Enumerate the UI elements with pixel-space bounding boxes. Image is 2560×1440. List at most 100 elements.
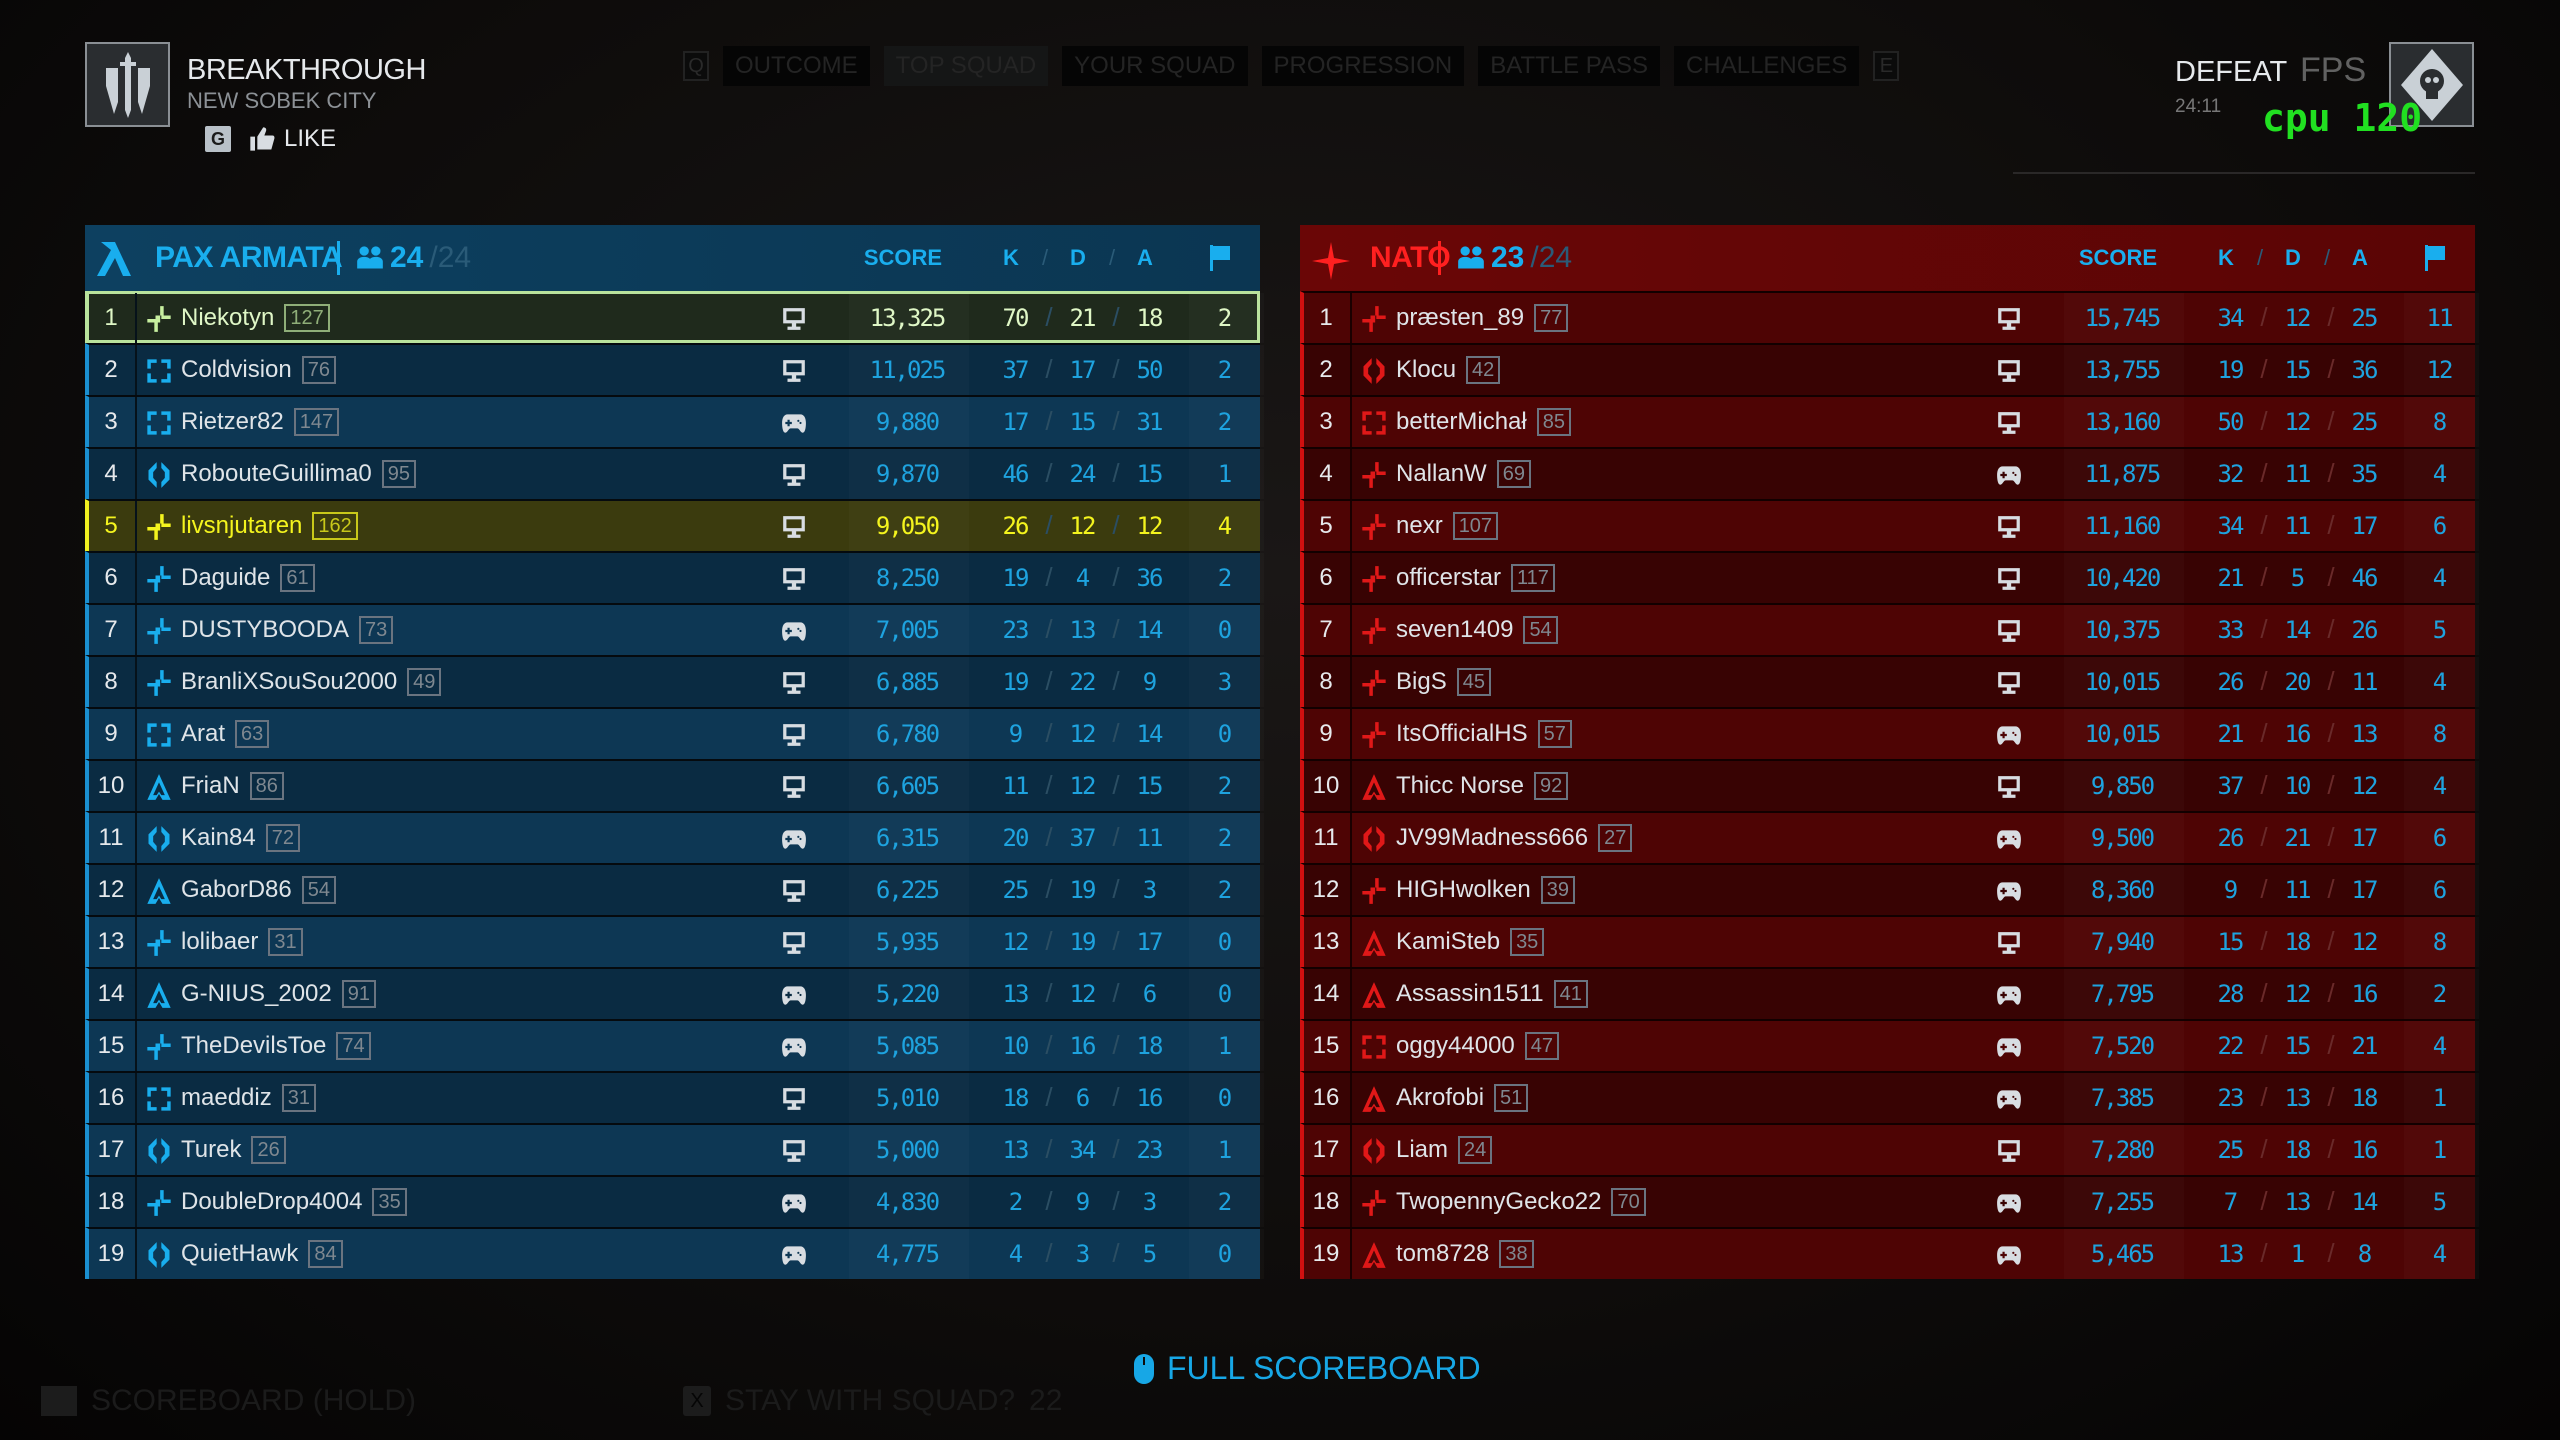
next-tab-key[interactable]: E bbox=[1873, 51, 1900, 81]
player-name-cell[interactable]: Daguide 61 bbox=[181, 564, 315, 592]
player-row[interactable]: 4 RobouteGuillima0 95 9,870 46 / 24 / 15 1 bbox=[85, 447, 1260, 499]
deaths-column-header[interactable]: D bbox=[2285, 245, 2301, 270]
like-button[interactable]: LIKE bbox=[248, 125, 336, 153]
player-row[interactable]: 2 Klocu 42 13,755 19 / 15 / 36 12 bbox=[1300, 343, 2475, 395]
player-row[interactable]: 11 Kain84 72 6,315 20 / 37 / 11 2 bbox=[85, 811, 1260, 863]
player-row[interactable]: 16 maeddiz 31 5,010 18 / 6 / 16 0 bbox=[85, 1071, 1260, 1123]
kills-column-header[interactable]: K bbox=[2218, 245, 2234, 270]
player-name-cell[interactable]: betterMichał 85 bbox=[1396, 408, 1571, 436]
player-name-cell[interactable]: ItsOfficialHS 57 bbox=[1396, 720, 1572, 748]
player-name-cell[interactable]: G-NIUS_2002 91 bbox=[181, 980, 376, 1008]
player-row[interactable]: 12 GaborD86 54 6,225 25 / 19 / 3 2 bbox=[85, 863, 1260, 915]
player-name-cell[interactable]: Arat 63 bbox=[181, 720, 270, 748]
player-name-cell[interactable]: GaborD86 54 bbox=[181, 876, 336, 904]
player-row[interactable]: 7 DUSTYBOODA 73 7,005 23 / 13 / 14 0 bbox=[85, 603, 1260, 655]
player-row[interactable]: 5 livsnjutaren 162 9,050 26 / 12 / 12 4 bbox=[85, 499, 1260, 551]
player-row[interactable]: 13 KamiSteb 35 7,940 15 / 18 / 12 8 bbox=[1300, 915, 2475, 967]
player-name-cell[interactable]: lolibaer 31 bbox=[181, 928, 303, 956]
player-name-cell[interactable]: BranliXSouSou2000 49 bbox=[181, 668, 442, 696]
tab-progression[interactable]: PROGRESSION bbox=[1261, 46, 1465, 86]
deaths-column-header[interactable]: D bbox=[1070, 245, 1086, 270]
player-row[interactable]: 2 Coldvision 76 11,025 37 / 17 / 50 2 bbox=[85, 343, 1260, 395]
player-row[interactable]: 14 Assassin1511 41 7,795 28 / 12 / 16 2 bbox=[1300, 967, 2475, 1019]
player-row[interactable]: 12 HIGHwolken 39 8,360 9 / 11 / 17 6 bbox=[1300, 863, 2475, 915]
player-row[interactable]: 9 Arat 63 6,780 9 / 12 / 14 0 bbox=[85, 707, 1260, 759]
assists-column-header[interactable]: A bbox=[1137, 245, 1153, 270]
player-row[interactable]: 3 Rietzer82 147 9,880 17 / 15 / 31 2 bbox=[85, 395, 1260, 447]
kills-column-header[interactable]: K bbox=[1003, 245, 1019, 270]
player-row[interactable]: 18 TwopennyGecko22 70 7,255 7 / 13 / 14 5 bbox=[1300, 1175, 2475, 1227]
stay-with-squad-prompt[interactable]: X STAY WITH SQUAD? 22 bbox=[683, 1384, 1062, 1418]
player-name-cell[interactable]: JV99Madness666 27 bbox=[1396, 824, 1633, 852]
player-row[interactable]: 13 lolibaer 31 5,935 12 / 19 / 17 0 bbox=[85, 915, 1260, 967]
player-name-cell[interactable]: Akrofobi 51 bbox=[1396, 1084, 1529, 1112]
tab-challenges[interactable]: CHALLENGES bbox=[1674, 46, 1860, 86]
assists-column-header[interactable]: A bbox=[2352, 245, 2368, 270]
player-name-cell[interactable]: livsnjutaren 162 bbox=[181, 512, 358, 540]
player-name-cell[interactable]: Kain84 72 bbox=[181, 824, 300, 852]
player-row[interactable]: 7 seven1409 54 10,375 33 / 14 / 26 5 bbox=[1300, 603, 2475, 655]
full-scoreboard-button[interactable]: FULL SCOREBOARD bbox=[1133, 1350, 1481, 1387]
player-name-cell[interactable]: FriaN 86 bbox=[181, 772, 284, 800]
player-score: 6,225 bbox=[875, 876, 940, 904]
player-name-cell[interactable]: Klocu 42 bbox=[1396, 356, 1501, 384]
player-row[interactable]: 17 Liam 24 7,280 25 / 18 / 16 1 bbox=[1300, 1123, 2475, 1175]
player-name-cell[interactable]: præsten_89 77 bbox=[1396, 304, 1569, 332]
player-name-cell[interactable]: Niekotyn 127 bbox=[181, 304, 330, 332]
player-row[interactable]: 15 TheDevilsToe 74 5,085 10 / 16 / 18 1 bbox=[85, 1019, 1260, 1071]
player-name-cell[interactable]: NallanW 69 bbox=[1396, 460, 1531, 488]
player-name-cell[interactable]: seven1409 54 bbox=[1396, 616, 1558, 644]
player-row[interactable]: 9 ItsOfficialHS 57 10,015 21 / 16 / 13 8 bbox=[1300, 707, 2475, 759]
tab-your-squad[interactable]: YOUR SQUAD bbox=[1062, 46, 1248, 86]
player-name-cell[interactable]: tom8728 38 bbox=[1396, 1240, 1534, 1268]
player-name-cell[interactable]: oggy44000 47 bbox=[1396, 1032, 1560, 1060]
player-row[interactable]: 10 Thicc Norse 92 9,850 37 / 10 / 12 4 bbox=[1300, 759, 2475, 811]
player-name-cell[interactable]: DUSTYBOODA 73 bbox=[181, 616, 394, 644]
player-row[interactable]: 11 JV99Madness666 27 9,500 26 / 21 / 17 6 bbox=[1300, 811, 2475, 863]
flag-icon[interactable] bbox=[2424, 245, 2446, 271]
player-row[interactable]: 10 FriaN 86 6,605 11 / 12 / 15 2 bbox=[85, 759, 1260, 811]
score-column-header[interactable]: SCORE bbox=[863, 245, 943, 270]
player-row[interactable]: 1 præsten_89 77 15,745 34 / 12 / 25 11 bbox=[1300, 291, 2475, 343]
player-name-cell[interactable]: TwopennyGecko22 70 bbox=[1396, 1188, 1646, 1216]
player-name-cell[interactable]: Rietzer82 147 bbox=[181, 408, 340, 436]
player-row[interactable]: 5 nexr 107 11,160 34 / 11 / 17 6 bbox=[1300, 499, 2475, 551]
player-name-cell[interactable]: maeddiz 31 bbox=[181, 1084, 316, 1112]
player-name-cell[interactable]: Turek 26 bbox=[181, 1136, 286, 1164]
tab-top-squad[interactable]: TOP SQUAD bbox=[883, 46, 1049, 86]
player-name-cell[interactable]: officerstar 117 bbox=[1396, 564, 1555, 592]
player-row[interactable]: 8 BigS 45 10,015 26 / 20 / 11 4 bbox=[1300, 655, 2475, 707]
player-row[interactable]: 8 BranliXSouSou2000 49 6,885 19 / 22 / 9 3 bbox=[85, 655, 1260, 707]
player-name-cell[interactable]: Liam 24 bbox=[1396, 1136, 1493, 1164]
player-row[interactable]: 15 oggy44000 47 7,520 22 / 15 / 21 4 bbox=[1300, 1019, 2475, 1071]
tab-battle-pass[interactable]: BATTLE PASS bbox=[1478, 46, 1661, 86]
player-row[interactable]: 16 Akrofobi 51 7,385 23 / 13 / 18 1 bbox=[1300, 1071, 2475, 1123]
player-name-cell[interactable]: QuietHawk 84 bbox=[181, 1240, 343, 1268]
player-name-cell[interactable]: nexr 107 bbox=[1396, 512, 1499, 540]
player-name-cell[interactable]: KamiSteb 35 bbox=[1396, 928, 1545, 956]
player-row[interactable]: 6 officerstar 117 10,420 21 / 5 / 46 4 bbox=[1300, 551, 2475, 603]
flag-icon[interactable] bbox=[1209, 245, 1231, 271]
scoreboard-hold-hint[interactable]: SCOREBOARD (HOLD) bbox=[41, 1384, 416, 1418]
player-name-cell[interactable]: TheDevilsToe 74 bbox=[181, 1032, 371, 1060]
player-name-cell[interactable]: Coldvision 76 bbox=[181, 356, 336, 384]
player-name-cell[interactable]: HIGHwolken 39 bbox=[1396, 876, 1575, 904]
prev-tab-key[interactable]: Q bbox=[683, 51, 709, 81]
stat-separator: / bbox=[2260, 718, 2268, 748]
player-row[interactable]: 19 QuietHawk 84 4,775 4 / 3 / 5 0 bbox=[85, 1227, 1260, 1279]
player-row[interactable]: 3 betterMichał 85 13,160 50 / 12 / 25 8 bbox=[1300, 395, 2475, 447]
player-row[interactable]: 14 G-NIUS_2002 91 5,220 13 / 12 / 6 0 bbox=[85, 967, 1260, 1019]
tab-outcome[interactable]: OUTCOME bbox=[723, 46, 870, 86]
player-row[interactable]: 6 Daguide 61 8,250 19 / 4 / 36 2 bbox=[85, 551, 1260, 603]
player-name-cell[interactable]: RobouteGuillima0 95 bbox=[181, 460, 417, 488]
player-row[interactable]: 18 DoubleDrop4004 35 4,830 2 / 9 / 3 2 bbox=[85, 1175, 1260, 1227]
player-row[interactable]: 4 NallanW 69 11,875 32 / 11 / 35 4 bbox=[1300, 447, 2475, 499]
player-name-cell[interactable]: Thicc Norse 92 bbox=[1396, 772, 1569, 800]
player-row[interactable]: 19 tom8728 38 5,465 13 / 1 / 8 4 bbox=[1300, 1227, 2475, 1279]
player-name-cell[interactable]: Assassin1511 41 bbox=[1396, 980, 1588, 1008]
player-row[interactable]: 1 Niekotyn 127 13,325 70 / 21 / 18 2 bbox=[85, 291, 1260, 343]
score-column-header[interactable]: SCORE bbox=[2078, 245, 2158, 270]
player-row[interactable]: 17 Turek 26 5,000 13 / 34 / 23 1 bbox=[85, 1123, 1260, 1175]
player-name-cell[interactable]: BigS 45 bbox=[1396, 668, 1491, 696]
player-name-cell[interactable]: DoubleDrop4004 35 bbox=[181, 1188, 407, 1216]
